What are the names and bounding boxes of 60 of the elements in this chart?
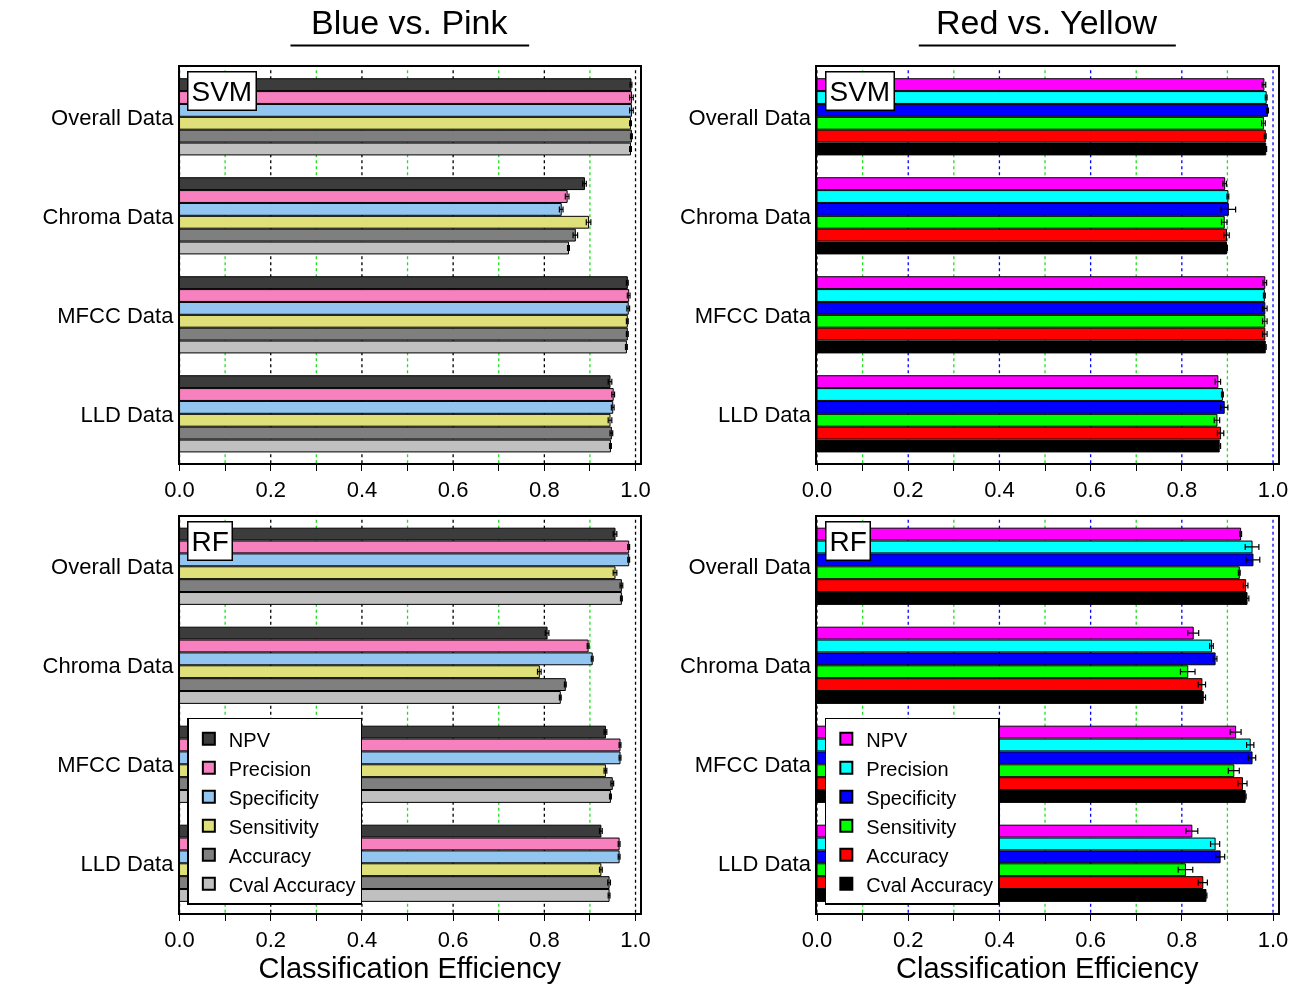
x-tick-label: 1.0	[620, 926, 651, 952]
annotation: RF	[191, 525, 229, 557]
legend-label: Cval Accuracy	[228, 873, 356, 896]
chart-title: Red vs. Yellow	[936, 3, 1158, 41]
legend-label: Sensitivity	[866, 815, 957, 838]
y-tick-label: LLD Data	[80, 850, 175, 876]
x-tick-label: 0.6	[437, 477, 469, 503]
x-tick-label: 0.0	[801, 477, 833, 503]
x-tick-label: 0.4	[346, 477, 378, 503]
x-tick-label: 0.0	[164, 477, 195, 503]
y-tick-label: MFCC Data	[694, 302, 812, 328]
x-tick-label: 0.4	[984, 926, 1015, 952]
legend-label: Sensitivity	[228, 815, 319, 838]
y-tick-label: LLD Data	[717, 401, 812, 427]
y-tick-label: Chroma Data	[42, 652, 175, 678]
legend-label: Precision	[228, 757, 312, 780]
x-tick-label: 0.2	[892, 926, 924, 952]
x-axis-title: Classification Efficiency	[258, 951, 562, 984]
y-tick-label: MFCC Data	[57, 302, 175, 328]
y-tick-label: LLD Data	[80, 401, 175, 427]
chart-title: Blue vs. Pink	[311, 3, 509, 41]
x-tick-label: 0.8	[529, 926, 560, 952]
y-tick-label: Chroma Data	[680, 652, 812, 678]
y-tick-label: Overall Data	[688, 553, 812, 579]
x-axis-title: Classification Efficiency	[896, 951, 1200, 984]
annotation: SVM	[829, 75, 891, 107]
x-tick-label: 0.0	[801, 926, 833, 952]
legend-label: Accuracy	[866, 844, 949, 867]
legend-label: Specificity	[866, 786, 957, 809]
x-tick-label: 0.6	[1075, 477, 1106, 503]
x-tick-label: 0.6	[437, 926, 469, 952]
x-tick-label: 1.0	[1257, 477, 1289, 503]
x-tick-label: 1.0	[1257, 926, 1289, 952]
y-tick-label: MFCC Data	[694, 751, 812, 777]
x-tick-label: 0.8	[1166, 477, 1198, 503]
y-tick-label: LLD Data	[717, 850, 812, 876]
x-tick-label: 0.8	[529, 477, 560, 503]
legend-label: NPV	[228, 728, 271, 751]
x-tick-label: 0.4	[346, 926, 378, 952]
x-tick-label: 0.6	[1075, 926, 1106, 952]
x-tick-label: 0.2	[255, 926, 287, 952]
legend-label: Cval Accuracy	[866, 873, 994, 896]
x-tick-label: 0.2	[255, 477, 287, 503]
y-tick-label: MFCC Data	[57, 751, 175, 777]
legend-label: NPV	[866, 728, 909, 751]
annotation: RF	[829, 525, 867, 557]
legend-label: Precision	[866, 757, 949, 780]
x-tick-label: 1.0	[620, 477, 651, 503]
x-tick-label: 0.0	[164, 926, 195, 952]
x-tick-label: 0.8	[1166, 926, 1198, 952]
y-tick-label: Overall Data	[688, 104, 812, 130]
y-tick-label: Overall Data	[51, 104, 175, 130]
legend-label: Specificity	[228, 786, 319, 809]
annotation: SVM	[191, 75, 253, 107]
legend-label: Accuracy	[228, 844, 312, 867]
y-tick-label: Chroma Data	[680, 203, 812, 229]
x-tick-label: 0.2	[892, 477, 924, 503]
x-tick-label: 0.4	[984, 477, 1015, 503]
y-tick-label: Overall Data	[51, 553, 175, 579]
y-tick-label: Chroma Data	[42, 203, 175, 229]
